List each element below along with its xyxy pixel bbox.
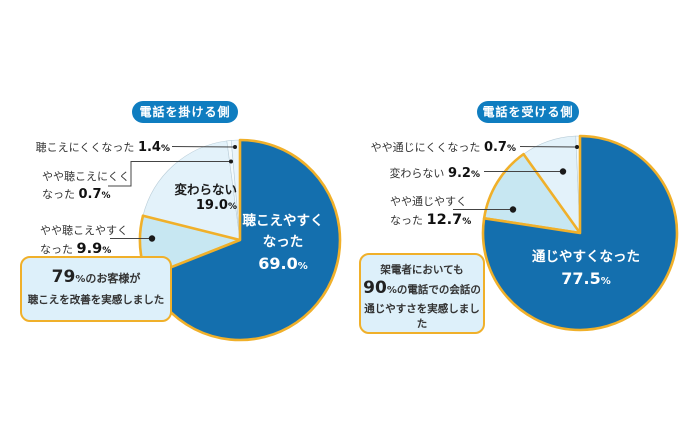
chart-caller-section: 電話を掛ける側 聴こえにくくなった 1.4% やや聴こえにくく なった 0.7%… <box>20 101 353 342</box>
chart-title-badge-receiver: 電話を受ける側 <box>477 101 579 123</box>
callout-no-change-caller: 変わらない 19.0% <box>174 182 237 215</box>
callout-worse-caller: 聴こえにくくなった 1.4% <box>36 139 170 155</box>
callout-slightly-worse-pct: 0.7% <box>78 187 111 202</box>
pie-slices <box>481 134 679 332</box>
leader-dot-no-change-r <box>559 168 567 175</box>
callout-line2: なった 12.7% <box>390 212 472 228</box>
note-line2: 聴こえを改善を実感しました <box>27 294 165 306</box>
slice-label-line1: 通じやすくなった <box>532 249 640 265</box>
callout-slightly-better-line2: なった 9.9% <box>40 241 112 257</box>
callout-no-change-pct: 19.0% <box>195 198 237 213</box>
note-line1: 79%のお客様が <box>51 267 141 287</box>
callout-text: やや通じにくくなった <box>370 141 484 154</box>
note-line2: 90%の電話での会話の <box>363 278 481 298</box>
callout-pct: 9.2% <box>447 166 480 181</box>
callout-worse-text: 聴こえにくくなった <box>35 141 138 154</box>
slice-label-pct: 69.0% <box>258 254 308 273</box>
callout-no-change-text: 変わらない <box>174 182 237 197</box>
callout-slightly-worse-line2: なった 0.7% <box>42 187 111 202</box>
leader-dot-slightly-better-r <box>509 206 517 213</box>
pie-chart-receiver <box>453 134 679 332</box>
callout-slightly-worse-line1: やや聴こえにくく <box>42 170 130 183</box>
callout-worse-pct: 1.4% <box>137 140 170 155</box>
leader-line-slightly-worse <box>108 161 230 187</box>
callout-slightly-better-receiver: やや通じやすく なった 12.7% <box>390 193 471 231</box>
callout-slightly-better-caller: やや聴こえやすく なった 9.9% <box>40 222 128 260</box>
callout-slightly-worse-caller: やや聴こえにくく なった 0.7% <box>42 168 130 205</box>
leader-dot-slightly-worse-r <box>575 145 579 149</box>
slice-label-better-receiver: 通じやすくなった 77.5% <box>516 247 656 292</box>
callout-slightly-better-pct: 9.9% <box>76 241 112 257</box>
pie-slice-0 <box>145 138 342 342</box>
summary-note-receiver: 架電者においても 90%の電話での会話の 通じやすさを実感しました <box>359 253 485 334</box>
summary-note-caller: 79%のお客様が 聴こえを改善を実感しました <box>20 256 172 322</box>
callout-pct: 12.7% <box>426 212 472 228</box>
callout-slightly-worse-receiver: やや通じにくくなった 0.7% <box>371 139 516 155</box>
leader-dot-worse <box>233 145 237 149</box>
leader-line-slightly-worse-r <box>519 146 577 148</box>
slice-label-line2: なった <box>262 234 304 250</box>
chart-receiver-section: 電話を受ける側 やや通じにくくなった 0.7% 変わらない 9.2% やや通じや… <box>350 0 700 432</box>
slice-label-line1: 聴こえやすく <box>242 213 324 229</box>
callout-text: 変わらない <box>389 167 448 180</box>
pie-slice-0 <box>481 134 679 332</box>
slice-label-better-caller: 聴こえやすく なった 69.0% <box>213 211 353 277</box>
callout-slightly-better-line1: やや聴こえやすく <box>40 224 128 237</box>
pie-slice-2 <box>142 140 241 241</box>
callout-line1: やや通じやすく <box>390 195 467 208</box>
leader-dot-slightly-worse <box>229 159 233 164</box>
pie-slice-1 <box>482 152 582 235</box>
note-line3: 通じやすさを実感しました <box>364 303 480 330</box>
pie-slices <box>138 138 342 342</box>
callout-pct: 0.7% <box>483 140 516 155</box>
leader-dot-slightly-better <box>148 235 156 242</box>
note-line1: 架電者においても <box>380 264 464 276</box>
chart-title-badge-caller: 電話を掛ける側 <box>132 101 238 123</box>
slice-label-pct: 77.5% <box>561 269 611 288</box>
callout-no-change-receiver: 変わらない 9.2% <box>389 165 480 181</box>
leader-line-worse <box>171 146 235 148</box>
pie-chart-caller <box>108 138 342 342</box>
